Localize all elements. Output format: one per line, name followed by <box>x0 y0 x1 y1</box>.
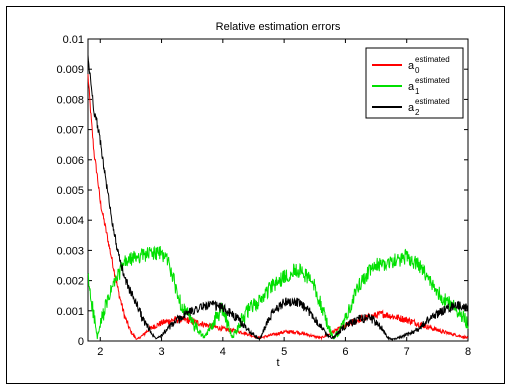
y-tick-label: 0.004 <box>56 215 84 227</box>
y-tick-label: 0 <box>78 336 84 348</box>
x-tick-label: 6 <box>342 346 348 358</box>
legend-label: a <box>408 60 415 72</box>
y-tick-label: 0.006 <box>56 155 84 167</box>
series-line <box>87 245 469 340</box>
legend-label: a <box>408 102 415 114</box>
series-line <box>87 74 469 341</box>
y-tick-label: 0.005 <box>56 185 84 197</box>
x-tick-label: 3 <box>158 346 164 358</box>
y-tick-label: 0.002 <box>56 276 84 288</box>
legend-label-superscript: estimated <box>415 97 450 106</box>
legend-label-subscript: 0 <box>415 66 420 75</box>
x-tick-label: 7 <box>404 346 410 358</box>
line-chart: Relative estimation errors 2 3 4 5 6 7 8 0 0.00… <box>56 21 471 369</box>
legend-label: a <box>408 81 415 93</box>
legend-label-subscript: 1 <box>415 87 420 96</box>
x-axis-label: t <box>276 357 279 369</box>
x-tick-label: 2 <box>97 346 103 358</box>
y-tick-label: 0.009 <box>56 64 84 76</box>
x-tick-label: 4 <box>220 346 226 358</box>
legend-label-superscript: estimated <box>415 55 450 64</box>
series-layer <box>87 54 469 342</box>
y-axis: 0 0.001 0.002 0.003 0.004 0.005 0.006 0.007 0.00… <box>56 34 468 348</box>
x-tick-label: 8 <box>465 346 471 358</box>
series-line <box>87 54 469 342</box>
legend-label-subscript: 2 <box>415 108 420 117</box>
y-tick-label: 0.01 <box>63 34 84 46</box>
y-tick-label: 0.003 <box>56 245 84 257</box>
x-tick-label: 5 <box>281 346 287 358</box>
y-tick-label: 0.007 <box>56 125 84 137</box>
y-tick-label: 0.008 <box>56 94 84 106</box>
x-axis: 2 3 4 5 6 7 8 <box>97 39 471 358</box>
chart-title: Relative estimation errors <box>216 21 341 33</box>
y-tick-label: 0.001 <box>56 306 84 318</box>
legend-label-superscript: estimated <box>415 76 450 85</box>
figure-frame: Relative estimation errors 2 3 4 5 6 7 8 0 0.00… <box>6 6 505 384</box>
